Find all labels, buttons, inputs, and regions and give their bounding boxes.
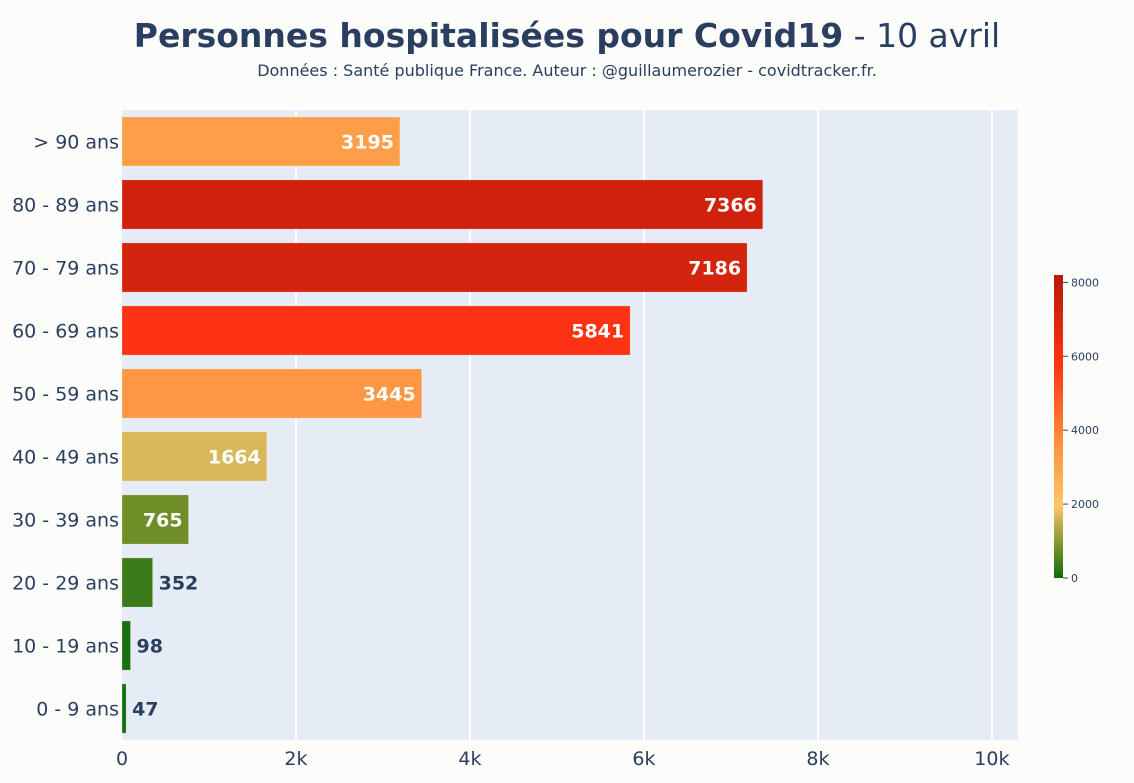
category-labels: > 90 ans 80 - 89 ans 70 - 79 ans 60 - 69 an… bbox=[12, 132, 119, 721]
bar bbox=[121, 179, 764, 230]
chart-title-main: Personnes hospitalisées pour Covid19 bbox=[133, 16, 844, 55]
bar bbox=[121, 620, 131, 671]
bar bbox=[121, 557, 153, 608]
colorbar-tick-label: 2000 bbox=[1071, 498, 1099, 511]
bar-value-label: 765 bbox=[143, 510, 183, 532]
x-axis-ticks: 0 2k 4k 6k 8k 10k bbox=[116, 748, 1010, 770]
bar-value-label: 5841 bbox=[571, 321, 624, 343]
category-label: 40 - 49 ans bbox=[12, 447, 119, 469]
bar bbox=[121, 683, 127, 734]
category-label: > 90 ans bbox=[33, 132, 119, 154]
bar-value-label: 1664 bbox=[208, 447, 261, 469]
x-tick-label: 0 bbox=[116, 748, 128, 770]
bar-value-label: 7186 bbox=[688, 258, 741, 280]
x-tick-label: 2k bbox=[284, 748, 307, 770]
colorbar-tick-label: 6000 bbox=[1071, 350, 1099, 363]
category-label: 50 - 59 ans bbox=[12, 384, 119, 406]
bar bbox=[121, 116, 401, 167]
bar-value-label: 98 bbox=[137, 636, 163, 658]
bar bbox=[121, 431, 268, 482]
category-label: 60 - 69 ans bbox=[12, 321, 119, 343]
category-label: 80 - 89 ans bbox=[12, 195, 119, 217]
bar bbox=[121, 368, 422, 419]
colorbar-tick-label: 8000 bbox=[1071, 276, 1099, 289]
chart-title-date: - 10 avril bbox=[853, 16, 1001, 55]
chart-title: Personnes hospitalisées pour Covid19 - 1… bbox=[0, 14, 1134, 58]
chart-subtitle: Données : Santé publique France. Auteur … bbox=[257, 61, 877, 80]
colorbar-tick-label: 0 bbox=[1071, 572, 1078, 585]
category-label: 70 - 79 ans bbox=[12, 258, 119, 280]
bar-value-label: 3445 bbox=[363, 384, 416, 406]
x-tick-label: 4k bbox=[458, 748, 481, 770]
x-tick-label: 6k bbox=[632, 748, 655, 770]
x-tick-label: 8k bbox=[806, 748, 829, 770]
x-tick-label: 10k bbox=[974, 748, 1009, 770]
bar-value-label: 352 bbox=[159, 573, 199, 595]
category-label: 10 - 19 ans bbox=[12, 636, 119, 658]
category-label: 0 - 9 ans bbox=[36, 699, 119, 721]
colorbar-gradient bbox=[1054, 275, 1063, 578]
bar bbox=[121, 305, 631, 356]
bar bbox=[121, 242, 748, 293]
bar bbox=[121, 494, 189, 545]
bars: 3195 7366 7186 5841 3445 1664 765 352 98 47 bbox=[121, 116, 764, 734]
bar-value-label: 7366 bbox=[704, 195, 757, 217]
bar-value-label: 3195 bbox=[341, 132, 394, 154]
bar-value-label: 47 bbox=[132, 699, 158, 721]
category-label: 20 - 29 ans bbox=[12, 573, 119, 595]
colorbar-tick-label: 4000 bbox=[1071, 424, 1099, 437]
colorbar: 0 2000 4000 6000 8000 bbox=[1054, 275, 1099, 585]
category-label: 30 - 39 ans bbox=[12, 510, 119, 532]
